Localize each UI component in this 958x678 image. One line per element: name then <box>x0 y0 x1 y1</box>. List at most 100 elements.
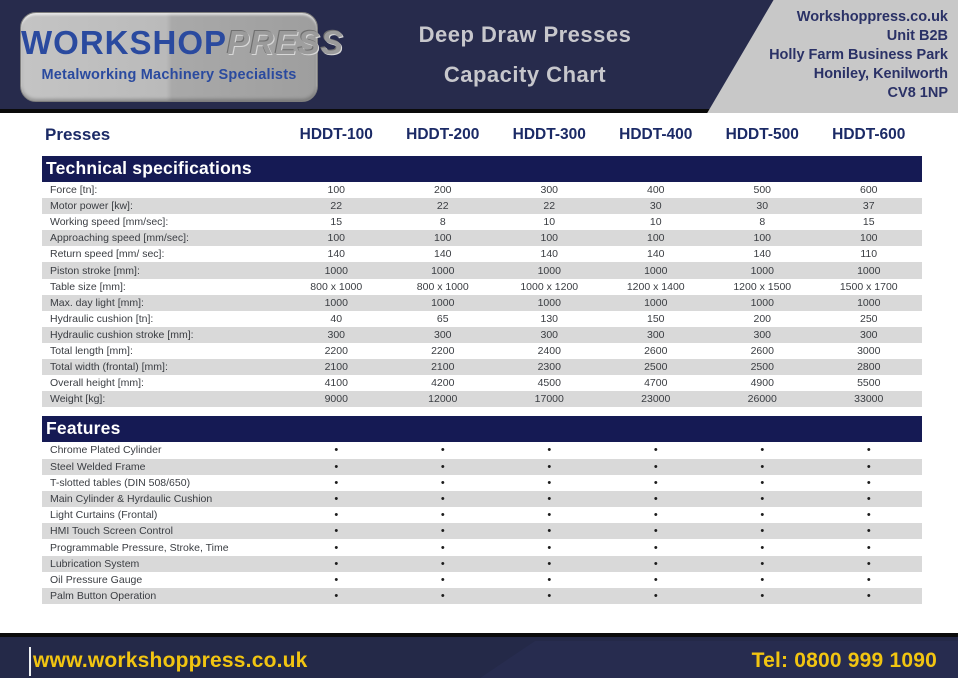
feature-bullet: • <box>334 509 339 522</box>
spec-value: 33000 <box>854 393 884 406</box>
logo-brand-workshop: WORKSHOP <box>21 24 227 61</box>
spec-value: 100 <box>433 232 452 245</box>
spec-value: 4500 <box>537 377 561 390</box>
spec-value: 300 <box>859 328 878 341</box>
spec-value: 3000 <box>857 344 881 357</box>
section-header-technical: Technical specifications <box>42 156 922 182</box>
feature-row: Palm Button Operation • • • • • • <box>42 588 922 605</box>
spec-value: 1000 <box>857 264 881 277</box>
spec-value: 2500 <box>644 361 668 374</box>
spec-value: 100 <box>540 232 559 245</box>
spec-value: 9000 <box>324 393 348 406</box>
spec-label: Working speed [mm/sec]: <box>50 216 169 229</box>
spec-row: Force [tn]: 100 200 300 400 500 600 <box>42 182 922 198</box>
spec-value: 15 <box>862 216 875 229</box>
feature-bullet: • <box>866 573 871 586</box>
feature-bullet: • <box>440 573 445 586</box>
spec-value: 30 <box>756 200 769 213</box>
spec-value: 1000 <box>431 264 455 277</box>
feature-bullet: • <box>760 492 765 505</box>
document-title-line2: Capacity Chart <box>443 62 607 87</box>
feature-bullet: • <box>653 573 658 586</box>
column-header: HDDT-500 <box>725 125 799 143</box>
feature-bullet: • <box>760 557 765 570</box>
feature-bullet: • <box>653 509 658 522</box>
feature-bullet: • <box>760 444 765 457</box>
spec-value: 1000 <box>537 264 561 277</box>
spec-label: Force [tn]: <box>50 184 98 197</box>
spec-value: 2400 <box>537 344 561 357</box>
spec-value: 1000 <box>750 296 774 309</box>
spec-value: 140 <box>540 248 559 261</box>
spec-label: Hydraulic cushion [tn]: <box>50 312 154 325</box>
spec-label: Return speed [mm/ sec]: <box>50 248 165 261</box>
spec-row: Overall height [mm]: 4100 4200 4500 4700 4900… <box>42 375 922 391</box>
feature-bullet: • <box>547 444 552 457</box>
feature-bullet: • <box>547 509 552 522</box>
feature-bullet: • <box>653 492 658 505</box>
spec-label: Overall height [mm]: <box>50 377 144 390</box>
feature-bullet: • <box>653 460 658 473</box>
spec-value: 300 <box>540 184 559 197</box>
feature-row: Programmable Pressure, Stroke, Time • • • • •… <box>42 539 922 555</box>
spec-row: Table size [mm]: 800 x 1000 800 x 1000 1000… <box>42 279 922 295</box>
spec-value: 4900 <box>750 377 774 390</box>
feature-row: Main Cylinder & Hyrdaulic Cushion • • • • • • <box>42 490 922 508</box>
feature-label: Programmable Pressure, Stroke, Time <box>50 541 229 554</box>
spec-row: Total length [mm]: 2200 2200 2400 2600 2600 30… <box>42 343 922 359</box>
feature-bullet: • <box>760 476 765 489</box>
spec-value: 140 <box>646 248 665 261</box>
feature-bullet: • <box>547 525 552 538</box>
spec-value: 26000 <box>747 393 777 406</box>
workshop-press-logo: WORKSHOPPRESS Metalworking Machinery Spe… <box>20 12 343 102</box>
feature-label: Main Cylinder & Hyrdaulic Cushion <box>50 492 213 505</box>
spec-value: 4100 <box>324 377 348 390</box>
feature-bullet: • <box>334 541 339 554</box>
spec-label: Total length [mm]: <box>50 344 133 357</box>
feature-bullet: • <box>547 460 552 473</box>
spec-value: 1000 <box>644 264 668 277</box>
feature-bullet: • <box>440 492 445 505</box>
feature-row: Oil Pressure Gauge • • • • • • <box>42 572 922 588</box>
spec-value: 2200 <box>324 344 348 357</box>
feature-bullet: • <box>760 509 765 522</box>
spec-value: 110 <box>860 248 878 261</box>
spec-value: 1000 <box>857 296 881 309</box>
footer-website-text: www.workshoppress.co.uk <box>33 649 308 672</box>
presses-header-row: Presses HDDT-100 HDDT-200 HDDT-300 HDDT-400… <box>42 113 922 156</box>
feature-row: Lubrication System • • • • • • <box>42 555 922 572</box>
logo-brand-press: PRESS <box>227 24 344 61</box>
spec-label: Table size [mm]: <box>50 280 126 293</box>
document-title-line1: Deep Draw Presses <box>418 22 632 47</box>
feature-bullet: • <box>334 492 339 505</box>
spec-row: Max. day light [mm]: 1000 1000 1000 1000 1000… <box>42 294 922 311</box>
document-title: Deep Draw Presses Capacity Chart <box>340 22 710 88</box>
feature-bullet: • <box>866 525 871 538</box>
spec-row: Approaching speed [mm/sec]: 100 100 100 100 1… <box>42 230 922 247</box>
spec-value: 200 <box>433 184 452 197</box>
feature-bullet: • <box>334 525 339 538</box>
spec-value: 1000 <box>750 264 774 277</box>
feature-label: Palm Button Operation <box>50 590 157 603</box>
spec-value: 300 <box>327 328 346 341</box>
feature-label: Light Curtains (Frontal) <box>50 509 158 522</box>
spec-value: 2800 <box>857 361 881 374</box>
logo-brand-text: WORKSHOPPRESS <box>21 24 343 61</box>
address-line: Holly Farm Business Park <box>769 47 948 63</box>
spec-value: 140 <box>433 248 452 261</box>
spec-value: 17000 <box>534 393 564 406</box>
spec-value: 300 <box>753 328 772 341</box>
spec-value: 40 <box>330 312 343 325</box>
spec-row: Hydraulic cushion stroke [mm]: 300 300 300 3… <box>42 326 922 343</box>
feature-bullet: • <box>653 444 658 457</box>
address-line: Workshoppress.co.uk <box>796 9 948 25</box>
spec-label: Max. day light [mm]: <box>50 296 144 309</box>
spec-value: 140 <box>753 248 772 261</box>
table-content: Presses HDDT-100 HDDT-200 HDDT-300 HDDT-400… <box>42 113 922 605</box>
spec-value: 1200 x 1400 <box>626 280 685 293</box>
spec-value: 2600 <box>750 344 774 357</box>
feature-bullet: • <box>653 525 658 538</box>
spec-value: 2600 <box>644 344 668 357</box>
spec-value: 100 <box>859 232 878 245</box>
